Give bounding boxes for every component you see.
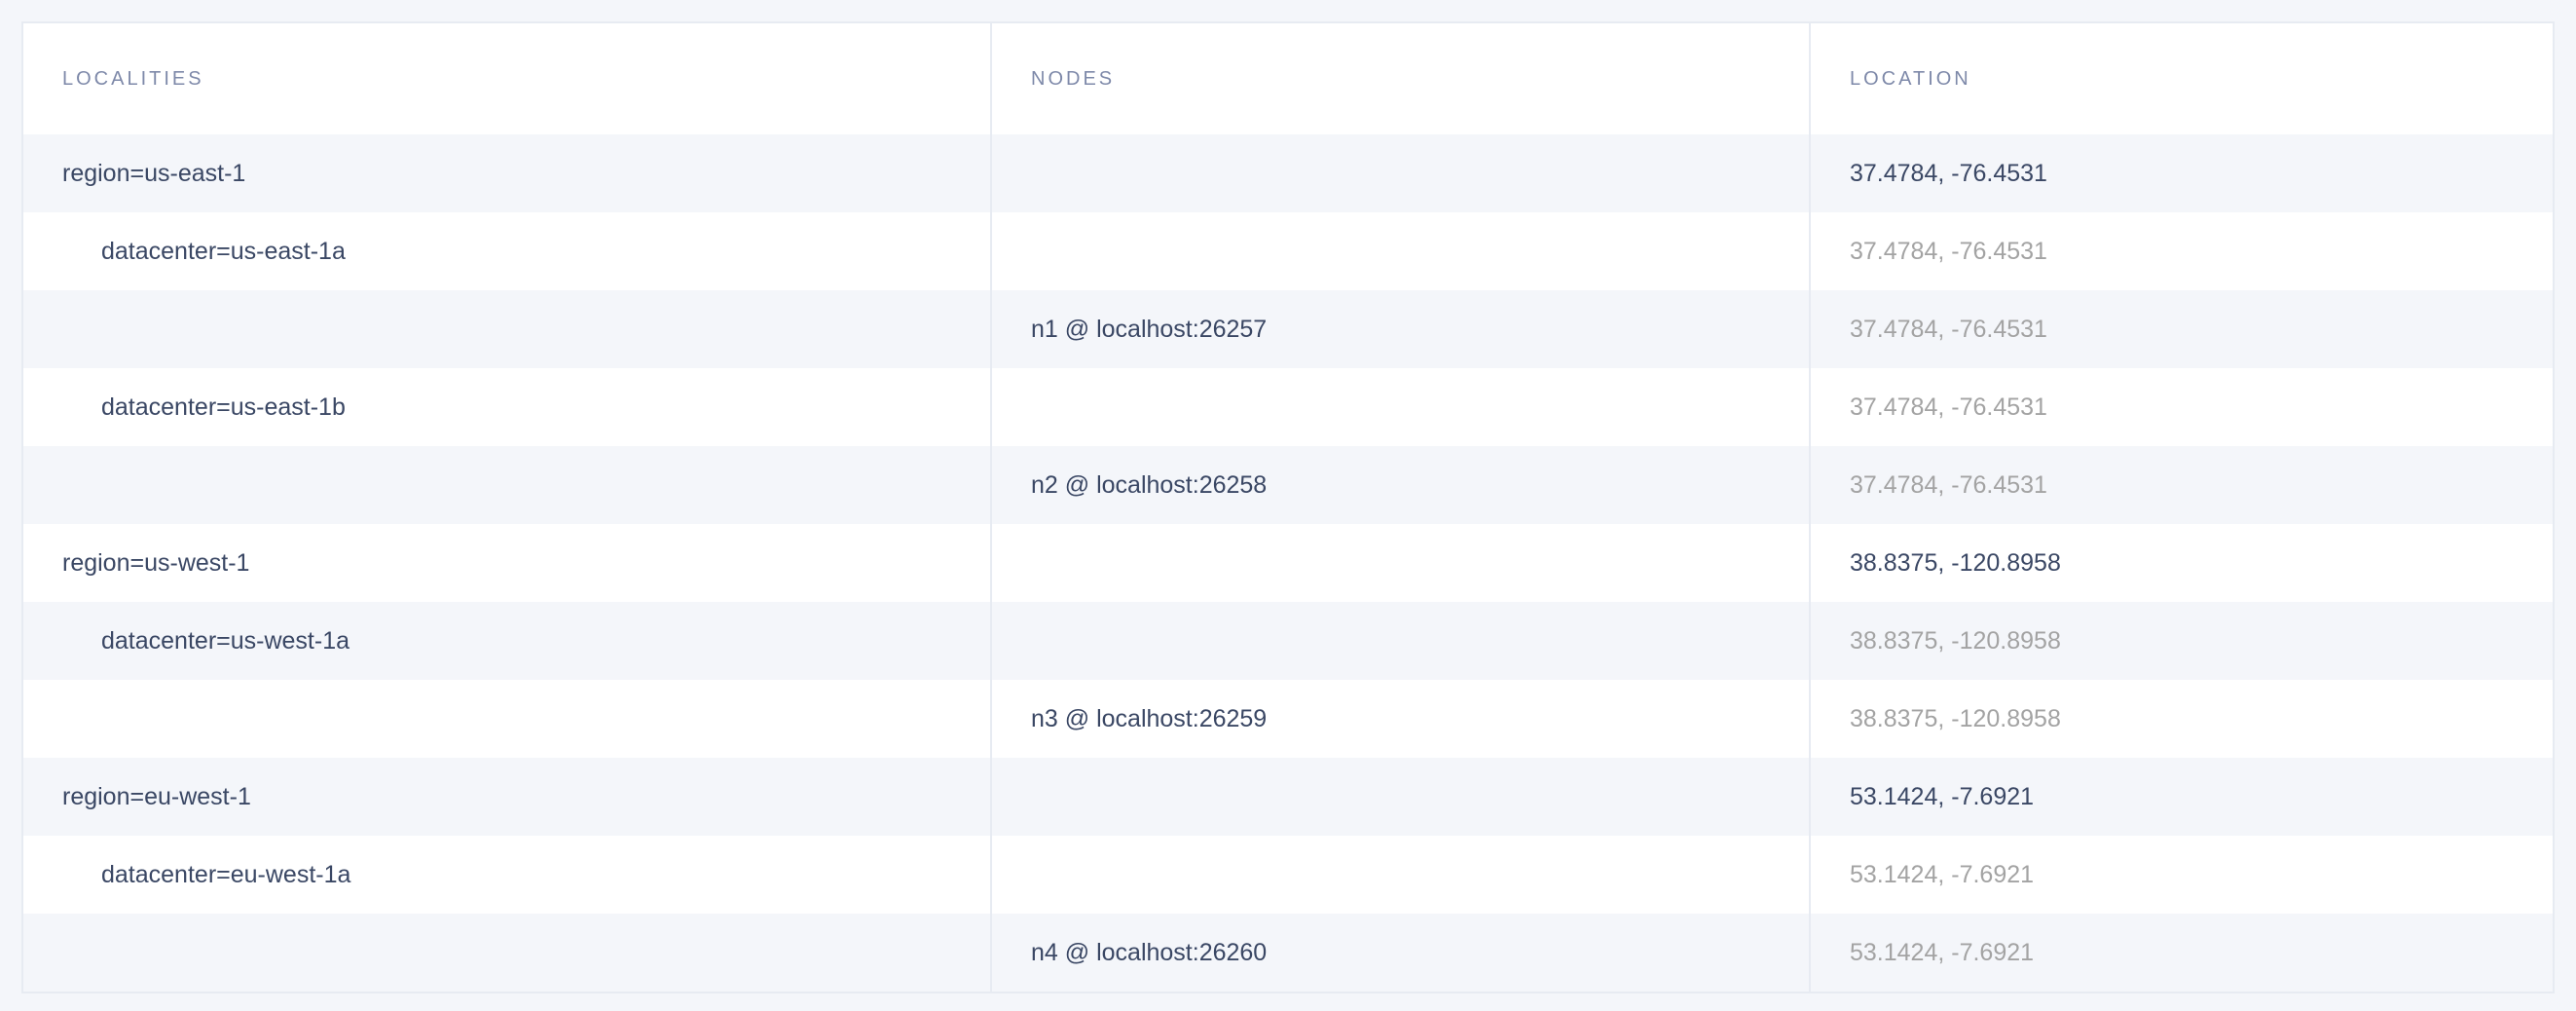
node-cell[interactable]: n2 @ localhost:26258 — [992, 446, 1811, 524]
table-row: region=us-east-1 37.4784, -76.4531 — [23, 134, 2553, 212]
location-cell: 38.8375, -120.8958 — [1850, 626, 2061, 655]
locality-cell: region=us-west-1 — [23, 524, 992, 602]
table-row: n4 @ localhost:26260 53.1424, -7.6921 — [23, 914, 2553, 992]
locality-cell — [23, 290, 992, 368]
locality-cell — [23, 914, 992, 992]
node-cell — [992, 134, 1811, 212]
table-header: LOCALITIES NODES LOCATION — [23, 23, 2553, 134]
locality-cell — [23, 446, 992, 524]
table-row: n2 @ localhost:26258 37.4784, -76.4531 — [23, 446, 2553, 524]
node-cell — [992, 836, 1811, 914]
locality-cell: region=eu-west-1 — [23, 758, 992, 836]
table-row: n3 @ localhost:26259 38.8375, -120.8958 — [23, 680, 2553, 758]
node-cell[interactable]: n3 @ localhost:26259 — [992, 680, 1811, 758]
table-row: region=eu-west-1 53.1424, -7.6921 — [23, 758, 2553, 836]
table-row: n1 @ localhost:26257 37.4784, -76.4531 — [23, 290, 2553, 368]
location-cell: 37.4784, -76.4531 — [1850, 315, 2047, 343]
node-cell[interactable]: n4 @ localhost:26260 — [992, 914, 1811, 992]
localities-table: LOCALITIES NODES LOCATION region=us-east… — [21, 21, 2555, 993]
location-cell: 37.4784, -76.4531 — [1850, 237, 2047, 265]
location-cell: 37.4784, -76.4531 — [1850, 470, 2047, 499]
header-nodes: NODES — [992, 23, 1811, 134]
node-cell — [992, 602, 1811, 680]
table-row: region=us-west-1 38.8375, -120.8958 — [23, 524, 2553, 602]
table-row: datacenter=us-west-1a 38.8375, -120.8958 — [23, 602, 2553, 680]
node-cell — [992, 758, 1811, 836]
header-localities: LOCALITIES — [23, 23, 992, 134]
table-row: datacenter=eu-west-1a 53.1424, -7.6921 — [23, 836, 2553, 914]
location-cell: 37.4784, -76.4531 — [1850, 393, 2047, 421]
location-cell: 53.1424, -7.6921 — [1850, 938, 2035, 966]
locality-cell: datacenter=us-west-1a — [23, 602, 992, 680]
locality-cell: region=us-east-1 — [23, 134, 992, 212]
locality-cell — [23, 680, 992, 758]
location-cell: 38.8375, -120.8958 — [1850, 548, 2061, 577]
location-cell: 53.1424, -7.6921 — [1850, 782, 2035, 810]
location-cell: 38.8375, -120.8958 — [1850, 704, 2061, 732]
node-cell — [992, 368, 1811, 446]
node-cell — [992, 524, 1811, 602]
location-cell: 53.1424, -7.6921 — [1850, 860, 2035, 888]
table-row: datacenter=us-east-1b 37.4784, -76.4531 — [23, 368, 2553, 446]
header-location: LOCATION — [1850, 67, 1971, 90]
location-cell: 37.4784, -76.4531 — [1850, 159, 2047, 187]
table-row: datacenter=us-east-1a 37.4784, -76.4531 — [23, 212, 2553, 290]
locality-cell: datacenter=us-east-1a — [23, 212, 992, 290]
locality-cell: datacenter=eu-west-1a — [23, 836, 992, 914]
node-cell — [992, 212, 1811, 290]
node-cell[interactable]: n1 @ localhost:26257 — [992, 290, 1811, 368]
locality-cell: datacenter=us-east-1b — [23, 368, 992, 446]
